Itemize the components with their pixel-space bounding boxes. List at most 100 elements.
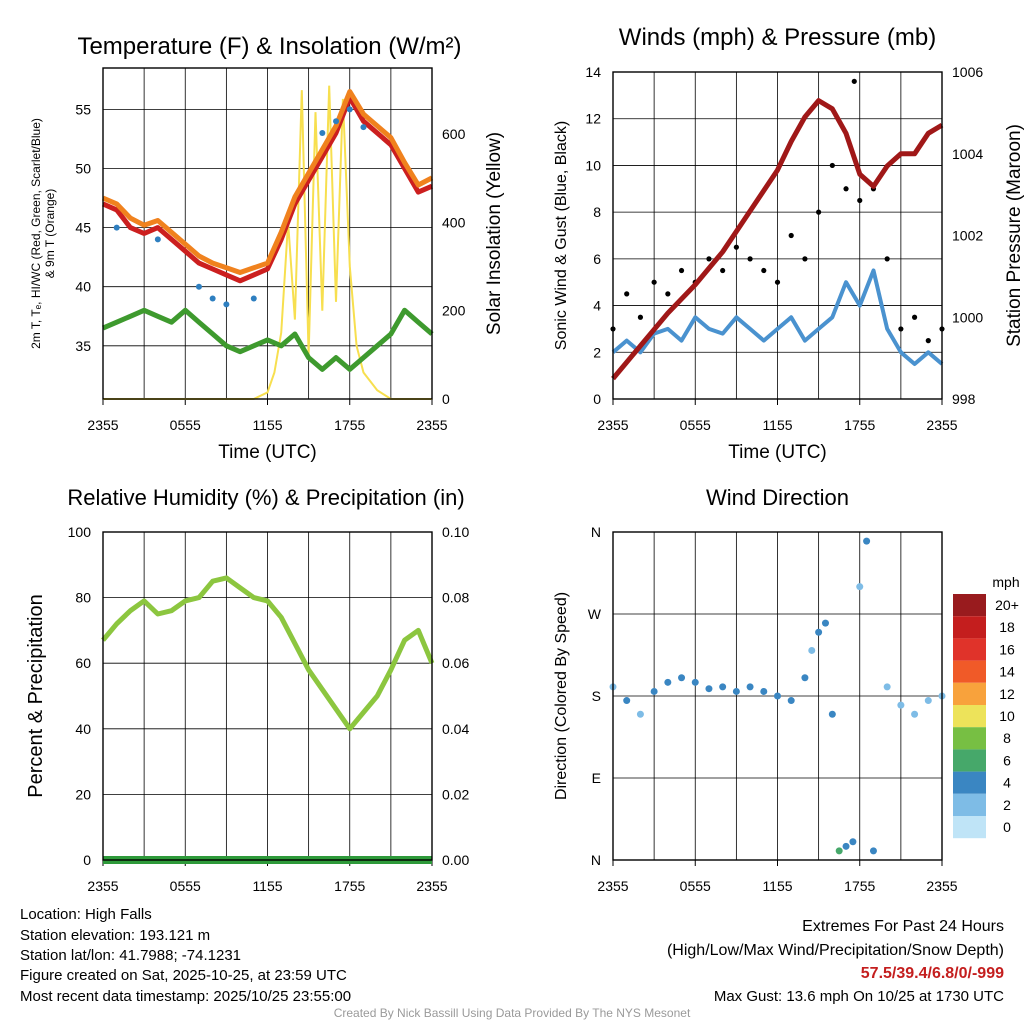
direction-point	[705, 685, 713, 693]
legend-label: 2	[1003, 797, 1011, 813]
legend-label: 8	[1003, 730, 1011, 746]
legend-label: 12	[999, 686, 1015, 702]
direction-point	[815, 628, 823, 636]
chart-title: Wind Direction	[706, 485, 849, 510]
x-tick-label: 0555	[680, 417, 711, 433]
y-axis-label: Sonic Wind & Gust (Blue, Black)	[553, 121, 570, 350]
gust-point	[898, 326, 904, 332]
x-tick-label: 1155	[252, 417, 282, 433]
direction-point	[897, 701, 905, 709]
x-tick-label: 1755	[844, 417, 875, 433]
y-tick-label: 45	[75, 220, 91, 236]
direction-point	[691, 678, 699, 686]
wind-chill-point	[223, 301, 230, 308]
y-axis-label: Percent & Precipitation	[25, 594, 47, 797]
series-temperature	[101, 95, 433, 284]
extremes-title: Extremes For Past 24 Hours	[802, 918, 1004, 935]
direction-point	[911, 710, 919, 718]
y-tick-label: 10	[585, 157, 601, 173]
location-text: Location: High Falls	[20, 906, 152, 923]
y-tick-label: 35	[75, 338, 91, 354]
x-tick-label: 2355	[597, 878, 628, 894]
gust-point	[624, 291, 630, 297]
wind-chill-point	[346, 106, 353, 113]
legend-swatch	[953, 682, 986, 705]
x-tick-label: 1155	[762, 878, 792, 894]
wind-series	[611, 268, 944, 366]
y-tick-label: N	[591, 524, 601, 540]
wind-speed-legend: mph 20+ 18 16 14 12 10 8 6 4 2 0	[953, 574, 1020, 839]
wind-chill-point	[154, 236, 161, 243]
y2-tick-label: 0.04	[442, 721, 469, 737]
x-axis-label: Time (UTC)	[218, 442, 317, 463]
y-tick-label: E	[592, 770, 601, 786]
gust-point	[678, 267, 685, 274]
y-tick-label: W	[588, 606, 602, 622]
legend-label: 4	[1003, 775, 1011, 791]
y2-tick-label: 1002	[952, 228, 983, 244]
x-tick-label: 2355	[926, 878, 957, 894]
y2-tick-label: 0.00	[442, 852, 469, 868]
direction-point	[732, 687, 740, 695]
legend-label: 18	[999, 619, 1015, 635]
y-tick-label: 80	[75, 590, 91, 606]
y-tick-label: 40	[75, 721, 91, 737]
humidity-precip-panel: Relative Humidity (%) & Precipitation (i…	[25, 485, 469, 894]
y-tick-label: 60	[75, 655, 91, 671]
wind-chill-point	[209, 295, 216, 302]
gust-point	[733, 244, 739, 250]
plot-frame	[102, 531, 433, 861]
y2-axis-label: Station Pressure (Maroon)	[1004, 124, 1024, 347]
pressure-series	[611, 98, 944, 381]
series-dewpoint	[102, 307, 434, 372]
y-tick-label: 40	[75, 279, 91, 295]
y2-tick-label: 0	[442, 391, 450, 407]
legend-swatch	[953, 705, 986, 728]
y2-tick-label: 998	[952, 391, 976, 407]
y-tick-label: 50	[75, 160, 91, 176]
x-tick-label: 0555	[170, 417, 201, 433]
gust-point	[747, 256, 753, 262]
direction-point	[883, 683, 891, 691]
direction-point	[760, 687, 768, 695]
y-tick-label: 0	[83, 852, 91, 868]
direction-point	[863, 537, 871, 545]
legend-swatch	[953, 793, 986, 816]
plot-frame	[612, 531, 943, 861]
direction-point	[719, 683, 727, 691]
direction-point	[856, 583, 864, 591]
x-tick-label: 1155	[762, 417, 792, 433]
direction-point	[924, 697, 932, 705]
plot-frame	[612, 71, 943, 400]
latlon-text: Station lat/lon: 41.7988; -74.1231	[20, 947, 242, 964]
created-text: Figure created on Sat, 2025-10-25, at 23…	[20, 967, 347, 984]
direction-point	[842, 842, 850, 850]
chart-title: Relative Humidity (%) & Precipitation (i…	[67, 485, 464, 510]
gust-point	[857, 197, 863, 204]
x-tick-label: 2355	[87, 417, 118, 433]
x-tick-label: 2355	[416, 878, 447, 894]
y2-tick-label: 200	[442, 303, 466, 319]
y-tick-label: N	[591, 852, 601, 868]
legend-swatch	[953, 660, 986, 683]
legend-swatch	[953, 616, 986, 639]
y2-tick-label: 0.02	[442, 786, 469, 802]
direction-point	[821, 619, 829, 627]
x-tick-label: 2355	[597, 417, 628, 433]
wind-chill-point	[333, 118, 340, 125]
direction-point	[801, 674, 809, 682]
wind-chill-point	[319, 130, 326, 137]
x-tick-label: 1755	[844, 878, 875, 894]
legend-label: 0	[1003, 819, 1011, 835]
gust-point	[925, 338, 931, 344]
y2-tick-label: 0.08	[442, 590, 469, 606]
legend-swatch	[953, 594, 986, 617]
y2-tick-label: 1000	[952, 309, 983, 325]
gust-point	[706, 256, 712, 262]
y-tick-label: 100	[68, 524, 92, 540]
direction-point	[746, 683, 754, 691]
extremes-subtitle: (High/Low/Max Wind/Precipitation/Snow De…	[666, 942, 1004, 959]
gust-point	[802, 256, 808, 262]
wind-chill-point	[360, 124, 367, 131]
gust-point	[911, 314, 918, 320]
